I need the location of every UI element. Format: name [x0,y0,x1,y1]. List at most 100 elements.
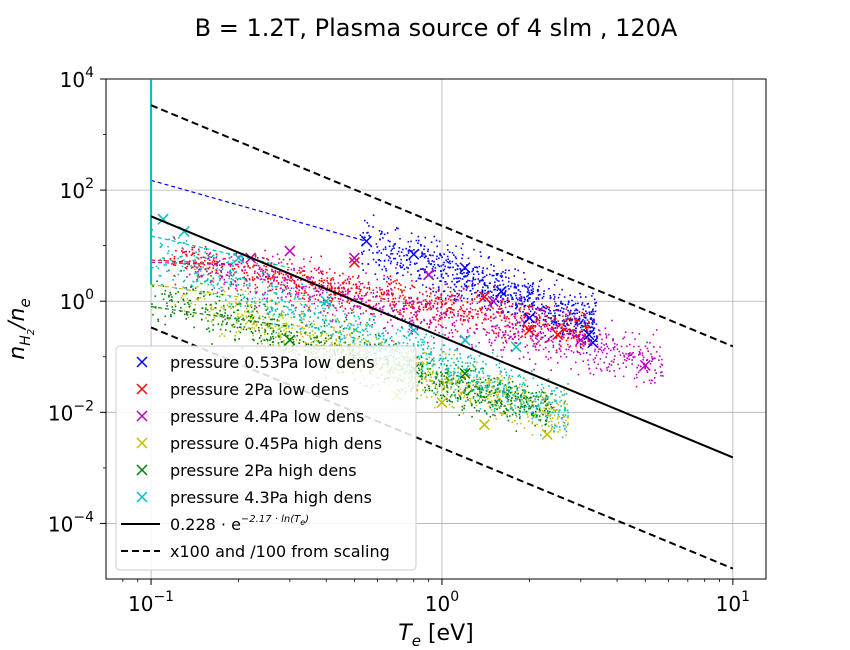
data-point [505,276,507,279]
data-point [341,304,343,307]
data-point [467,279,469,282]
data-point [513,411,515,414]
data-point [500,349,502,351]
data-point [301,274,304,277]
data-point [521,389,524,392]
data-point [528,304,531,306]
data-point [444,280,447,283]
data-point [463,268,466,270]
data-point [218,335,221,337]
data-point [260,270,262,272]
data-point [490,291,493,293]
data-point [181,247,184,249]
data-point [159,275,162,277]
data-point [476,386,479,389]
data-point [453,406,455,409]
data-point [627,355,630,357]
data-point [487,397,489,400]
data-point [326,312,329,314]
data-point [552,327,555,330]
data-point [479,307,481,310]
data-point [448,251,451,253]
data-point [562,311,565,313]
data-point [335,339,338,342]
data-point [392,343,395,346]
data-point [365,339,367,342]
data-point [316,336,319,338]
data-point [326,304,329,307]
data-point [567,328,570,331]
data-point [291,278,294,281]
data-point [451,260,454,263]
data-point [490,306,493,308]
data-point [281,276,284,279]
data-point [182,280,185,283]
data-point [263,265,265,267]
data-point [499,380,502,383]
data-point [531,291,533,294]
data-point [563,320,566,323]
data-point [450,394,453,396]
data-point [271,277,273,279]
data-point [283,334,286,337]
data-point [616,348,619,350]
data-point [290,287,293,290]
data-point [502,410,505,413]
data-point [519,410,521,412]
data-point [569,294,571,297]
data-point [488,385,490,388]
data-point [451,308,454,311]
data-point [258,266,261,269]
data-point [502,405,505,407]
data-point [264,329,267,331]
data-point [184,266,187,269]
data-point [227,253,230,256]
data-point [409,261,412,263]
data-point [338,287,340,290]
data-point [505,393,508,396]
data-point [517,392,520,395]
data-point [564,414,567,416]
data-point [547,316,550,319]
data-point [250,303,252,306]
data-point [497,335,500,338]
data-point [320,335,322,337]
data-point [467,273,470,276]
data-point [196,275,199,278]
data-point [589,317,592,320]
data-point [427,248,430,251]
data-point [452,376,455,379]
data-point [474,384,477,386]
data-point [466,356,469,359]
data-point [613,342,616,345]
data-point [543,407,545,409]
data-point [271,270,273,272]
data-point [435,307,438,310]
data-point [504,331,507,334]
data-point [421,251,423,254]
data-point [490,393,493,395]
data-point [440,397,443,400]
data-point [391,294,394,297]
data-point [222,258,225,260]
data-point [631,363,633,365]
data-point [519,376,522,378]
data-point [212,264,215,267]
data-point [173,257,176,260]
data-point [183,287,186,289]
data-point [380,293,383,295]
data-point [525,391,527,393]
data-point [499,284,501,286]
data-point [220,306,223,308]
data-point [420,368,423,370]
data-point [304,342,307,344]
data-point [382,327,385,330]
data-point [495,273,498,275]
data-point [287,276,290,278]
data-point [175,287,177,289]
data-point [550,317,552,320]
data-point [271,275,274,277]
data-point [307,294,310,296]
data-point [506,414,508,416]
data-point [544,430,546,432]
